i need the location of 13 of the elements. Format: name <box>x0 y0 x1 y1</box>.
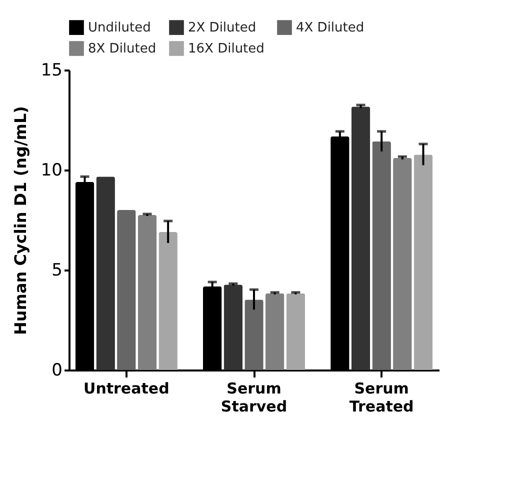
legend-label: Undiluted <box>88 20 151 36</box>
y-axis-title: Human Cyclin D1 (ng/mL) <box>10 106 30 335</box>
y-tick-label: 5 <box>52 260 62 280</box>
legend-label: 2X Diluted <box>188 20 256 36</box>
y-tick-label: 10 <box>40 160 62 180</box>
x-tick-label: Serum Treated <box>349 380 414 416</box>
y-tick-label: 0 <box>52 360 62 380</box>
x-tick-label: Untreated <box>84 380 170 398</box>
legend-label: 16X Diluted <box>188 42 264 56</box>
x-tick-label: Serum Starved <box>220 380 288 416</box>
legend-label: 4X Diluted <box>296 20 364 36</box>
y-tick-label: 15 <box>40 60 62 80</box>
legend-label: 8X Diluted <box>88 42 156 56</box>
